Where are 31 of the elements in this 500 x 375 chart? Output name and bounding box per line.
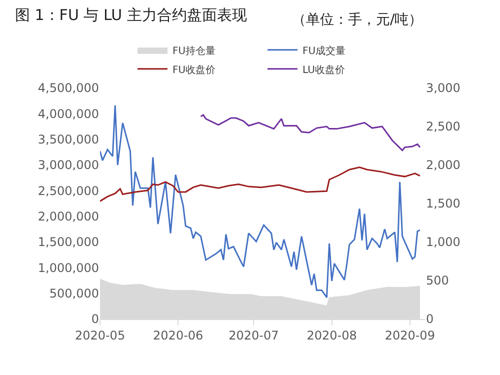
y2-tick-label: 500 (426, 274, 449, 288)
y2-tick-label: 2,500 (426, 120, 460, 134)
x-tick-label: 2020-07 (228, 328, 279, 342)
legend-label: FU持仓量 (172, 44, 216, 57)
x-tick-label: 2020-09 (384, 328, 435, 342)
line-series (100, 104, 421, 298)
legend-label: FU成交量 (302, 44, 346, 57)
x-tick-label: 2020-06 (153, 328, 204, 342)
x-tick-label: 2020-08 (306, 328, 357, 342)
y-tick-label: 3,000,000 (38, 158, 99, 172)
y-tick-label: 3,500,000 (38, 132, 99, 147)
legend-label: LU收盘价 (302, 64, 345, 76)
y2-tick-label: 0 (426, 312, 434, 326)
legend-label: FU收盘价 (172, 64, 216, 76)
chart-subtitle: （单位：手，元/吨） (292, 12, 423, 28)
y-tick-label: 0 (91, 312, 99, 326)
y2-tick-label: 1,000 (426, 235, 460, 250)
y-tick-label: 2,500,000 (38, 184, 99, 198)
y-tick-label: 4,000,000 (38, 106, 99, 121)
x-tick-label: 2020-05 (74, 328, 126, 342)
line-series (200, 114, 421, 152)
y2-tick-label: 3,000 (426, 81, 460, 96)
y2-tick-label: 1,500 (426, 196, 460, 211)
y-tick-label: 500,000 (49, 286, 99, 301)
y2-tick-label: 2,000 (426, 158, 460, 172)
y-tick-label: 1,500,000 (38, 235, 99, 250)
y-tick-label: 1,000,000 (38, 260, 99, 275)
line-series (100, 166, 421, 202)
y-tick-label: 4,500,000 (38, 81, 99, 96)
chart-title: 图 1：FU 与 LU 主力合约盘面表现 (15, 6, 247, 24)
y-tick-label: 2,000,000 (38, 210, 99, 224)
